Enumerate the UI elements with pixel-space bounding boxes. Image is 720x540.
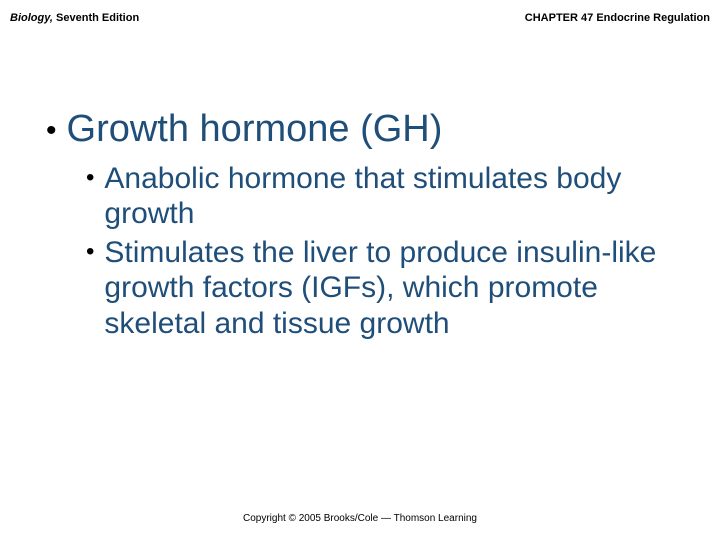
sub-bullet: • Stimulates the liver to produce insuli… [86, 235, 680, 341]
book-title-italic: Biology, [10, 12, 53, 24]
book-title: Biology, Seventh Edition [10, 12, 139, 24]
sub-bullet-text: Stimulates the liver to produce insulin-… [104, 235, 680, 341]
book-title-rest: Seventh Edition [53, 12, 139, 24]
slide-content: • Growth hormone (GH) • Anabolic hormone … [46, 108, 680, 344]
sub-bullet: • Anabolic hormone that stimulates body … [86, 161, 680, 232]
chapter-title: CHAPTER 47 Endocrine Regulation [525, 12, 710, 24]
main-bullet-text: Growth hormone (GH) [67, 108, 443, 150]
slide-header: Biology, Seventh Edition CHAPTER 47 Endo… [0, 12, 720, 24]
bullet-icon: • [46, 114, 57, 148]
sub-bullet-text: Anabolic hormone that stimulates body gr… [104, 161, 680, 232]
main-bullet: • Growth hormone (GH) [46, 108, 680, 151]
slide: Biology, Seventh Edition CHAPTER 47 Endo… [0, 0, 720, 540]
slide-footer: Copyright © 2005 Brooks/Cole — Thomson L… [0, 513, 720, 524]
sub-bullets: • Anabolic hormone that stimulates body … [86, 161, 680, 341]
bullet-icon: • [86, 161, 94, 232]
bullet-icon: • [86, 235, 94, 341]
